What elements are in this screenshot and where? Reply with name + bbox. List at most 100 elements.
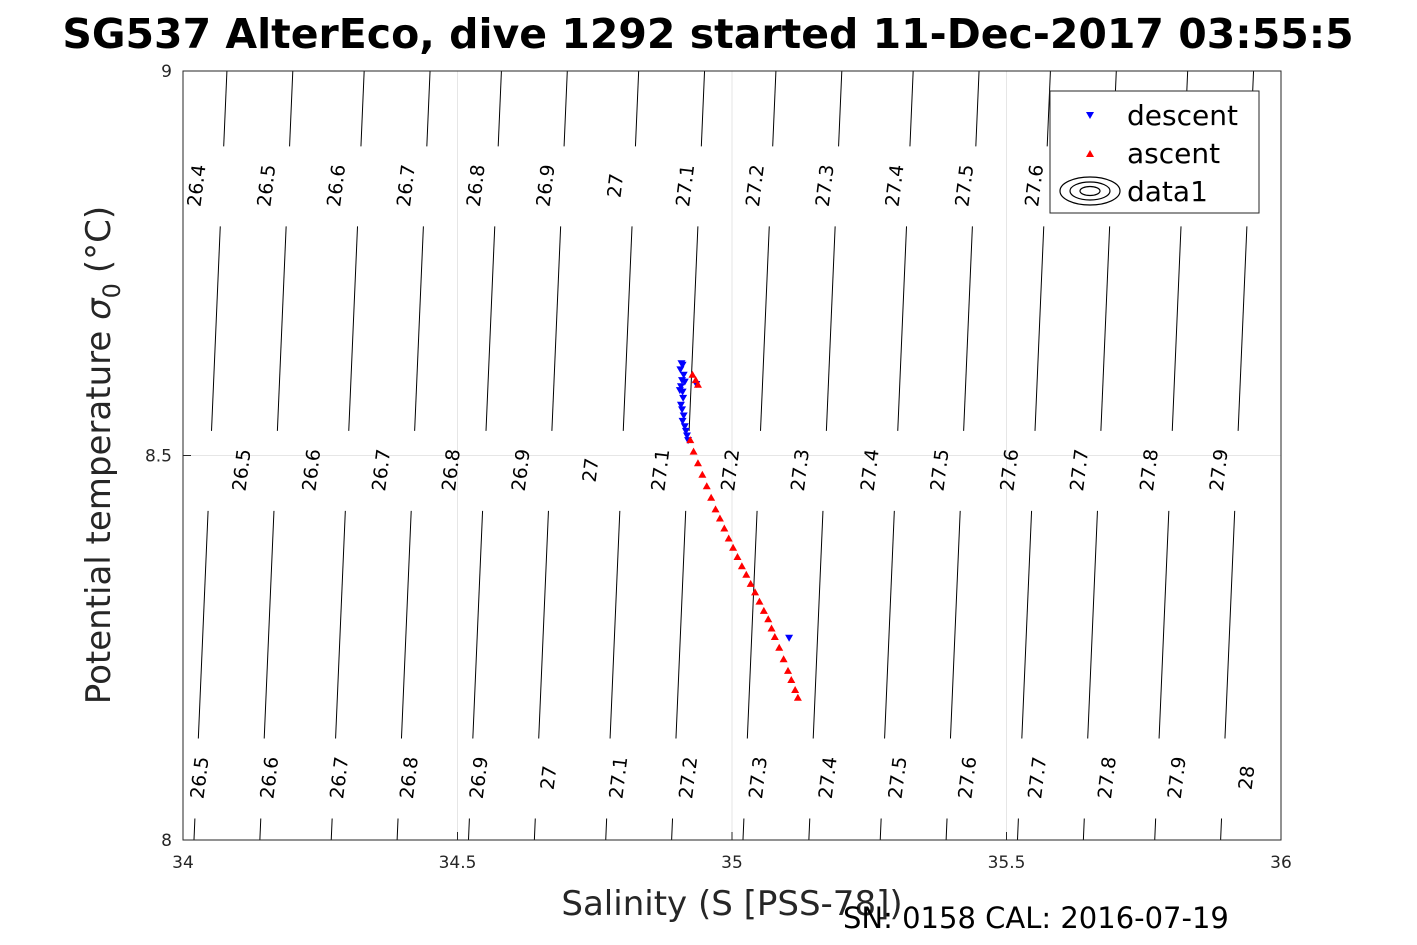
density-contour-line xyxy=(223,70,228,147)
y-axis-label-subscript: 0 xyxy=(98,283,126,298)
density-contour-label: 26.9 xyxy=(466,755,493,800)
ascent-point xyxy=(775,643,784,651)
y-axis-label-units: (°C) xyxy=(79,206,119,273)
descent-point xyxy=(679,371,688,379)
density-contour-line xyxy=(909,70,914,147)
density-contour-line xyxy=(348,226,359,431)
density-contour-line xyxy=(1224,510,1236,739)
density-contour-line xyxy=(485,226,496,431)
density-contour-line xyxy=(1220,818,1223,841)
density-contour-label: 27.2 xyxy=(717,448,744,493)
x-axis-label: Salinity (S [PSS-78]) xyxy=(561,884,902,924)
ascent-point xyxy=(693,459,702,467)
density-contour-line xyxy=(335,510,346,739)
density-contour-label: 27.5 xyxy=(951,163,978,208)
density-contour-label: 26.4 xyxy=(184,163,211,208)
density-contour-line xyxy=(975,70,980,147)
density-contour-line xyxy=(263,510,275,739)
density-contour-line xyxy=(634,70,640,147)
y-tick-label: 8.5 xyxy=(145,447,172,467)
x-tick-label: 35 xyxy=(721,853,743,873)
density-contour-line xyxy=(945,818,948,841)
descent-point xyxy=(785,634,794,642)
density-contours xyxy=(193,70,1255,841)
density-contour-line xyxy=(1016,818,1019,841)
ascent-point xyxy=(737,562,746,570)
data-series xyxy=(675,360,802,701)
density-contour-label: 27 xyxy=(537,764,562,791)
ascent-point xyxy=(698,470,707,478)
density-contour-line xyxy=(467,818,470,841)
density-contour-label: 26.6 xyxy=(256,755,283,800)
descent-point xyxy=(682,432,691,440)
density-contour-line xyxy=(276,226,287,431)
descent-point xyxy=(679,394,688,402)
density-contour-line xyxy=(884,510,895,739)
density-contour-label: 27.5 xyxy=(927,448,954,493)
descent-point xyxy=(678,406,687,414)
ascent-point xyxy=(764,615,773,623)
density-contour-label: 27.6 xyxy=(954,755,981,800)
density-contour-label: 27.4 xyxy=(882,163,909,208)
y-tick-label: 9 xyxy=(161,62,172,82)
density-contour-line xyxy=(812,510,824,739)
density-contour-label: 26.6 xyxy=(323,163,350,208)
density-contour-label: 26.6 xyxy=(298,448,325,493)
ascent-point xyxy=(793,693,802,701)
serial-calibration-footer: SN: 0158 CAL: 2016-07-19 xyxy=(843,901,1229,935)
ascent-point xyxy=(702,482,711,490)
density-contour-line xyxy=(289,70,294,147)
density-contour-label: 26.5 xyxy=(229,448,256,493)
density-contour-line xyxy=(330,818,333,841)
density-contour-line xyxy=(949,510,961,739)
density-contour-label: 27.1 xyxy=(647,448,674,493)
density-contour-label: 27.6 xyxy=(996,448,1023,493)
density-contour-line xyxy=(700,70,706,147)
density-contour-line xyxy=(211,226,221,431)
density-contour-label: 26.8 xyxy=(396,755,423,800)
density-contour-label: 26.8 xyxy=(463,163,490,208)
density-contour-line xyxy=(760,226,770,431)
x-tick-label: 34 xyxy=(172,853,194,873)
density-contour-line xyxy=(879,818,882,841)
density-contour-line xyxy=(675,510,687,739)
density-contour-label: 26.9 xyxy=(508,448,535,493)
density-contour-line xyxy=(609,510,621,739)
density-contour-line xyxy=(197,510,209,739)
density-contour-line xyxy=(400,510,412,739)
descent-point xyxy=(678,417,687,425)
ascent-point xyxy=(693,380,702,388)
density-contour-label: 28 xyxy=(1235,764,1260,791)
density-contour-label: 27.4 xyxy=(857,448,884,493)
density-contour-line xyxy=(1100,226,1111,431)
y-axis-ticks: 88.59 xyxy=(145,62,191,851)
density-contour-label: 27.7 xyxy=(1066,448,1093,493)
density-contour-label: 27.3 xyxy=(787,448,814,493)
density-contour-label: 27.2 xyxy=(742,163,769,208)
ascent-point xyxy=(733,553,742,561)
density-contour-label: 27.5 xyxy=(885,755,912,800)
y-axis-label: Potential temperature σ0 (°C) xyxy=(79,206,126,704)
density-contour-line xyxy=(193,818,196,841)
density-contour-label: 27.1 xyxy=(605,755,632,800)
descent-point xyxy=(676,383,685,391)
ascent-point xyxy=(707,493,716,501)
ascent-point xyxy=(746,579,755,587)
density-contour-line xyxy=(963,226,973,431)
density-contour-line xyxy=(426,70,431,147)
density-contour-label: 27 xyxy=(603,172,628,199)
density-contour-label: 27.9 xyxy=(1164,755,1191,800)
descent-point xyxy=(676,366,685,374)
density-contour-line xyxy=(1237,226,1248,431)
y-axis-label-text: Potential temperature xyxy=(79,331,119,704)
x-tick-label: 34.5 xyxy=(439,853,477,873)
descent-point xyxy=(680,378,689,386)
density-contour-line xyxy=(897,226,908,431)
density-contour-line xyxy=(533,818,536,841)
density-contour-label: 27.1 xyxy=(672,163,699,208)
legend: descent ascent data1 xyxy=(1049,90,1260,214)
descent-point xyxy=(680,423,689,431)
density-contour-line xyxy=(1171,226,1182,431)
density-contour-line xyxy=(1034,226,1045,431)
ascent-point xyxy=(689,447,698,455)
